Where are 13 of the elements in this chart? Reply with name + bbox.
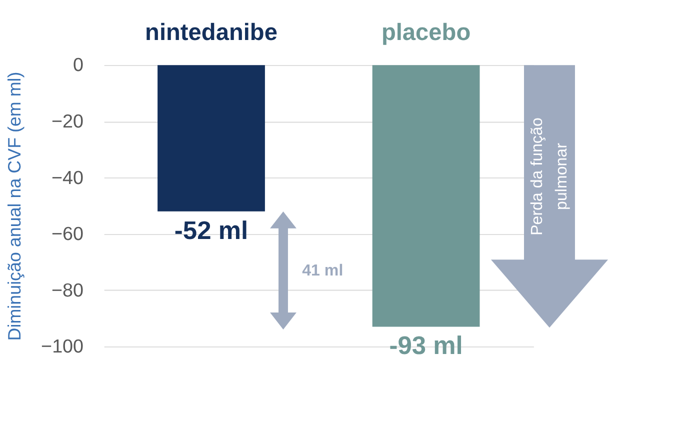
x-tick-label: placebo [381, 20, 471, 46]
annotation: 41 ml [302, 262, 344, 280]
y-tick-label: −40 [52, 168, 84, 189]
data-label: -52 ml [174, 216, 248, 245]
x-tick-label: nintedanibe [145, 20, 278, 46]
y-tick-label: −80 [52, 280, 84, 302]
y-tick-label: 0 [73, 55, 84, 76]
y-tick-label: −100 [41, 336, 84, 358]
y-axis-title: Diminuição anual na CVF (em ml) [4, 72, 24, 341]
data-label: -93 ml [389, 332, 463, 360]
y-tick-label: −60 [52, 224, 84, 246]
annotation: Perda da função pulmonar [528, 118, 570, 236]
y-tick-label: −20 [52, 112, 84, 133]
